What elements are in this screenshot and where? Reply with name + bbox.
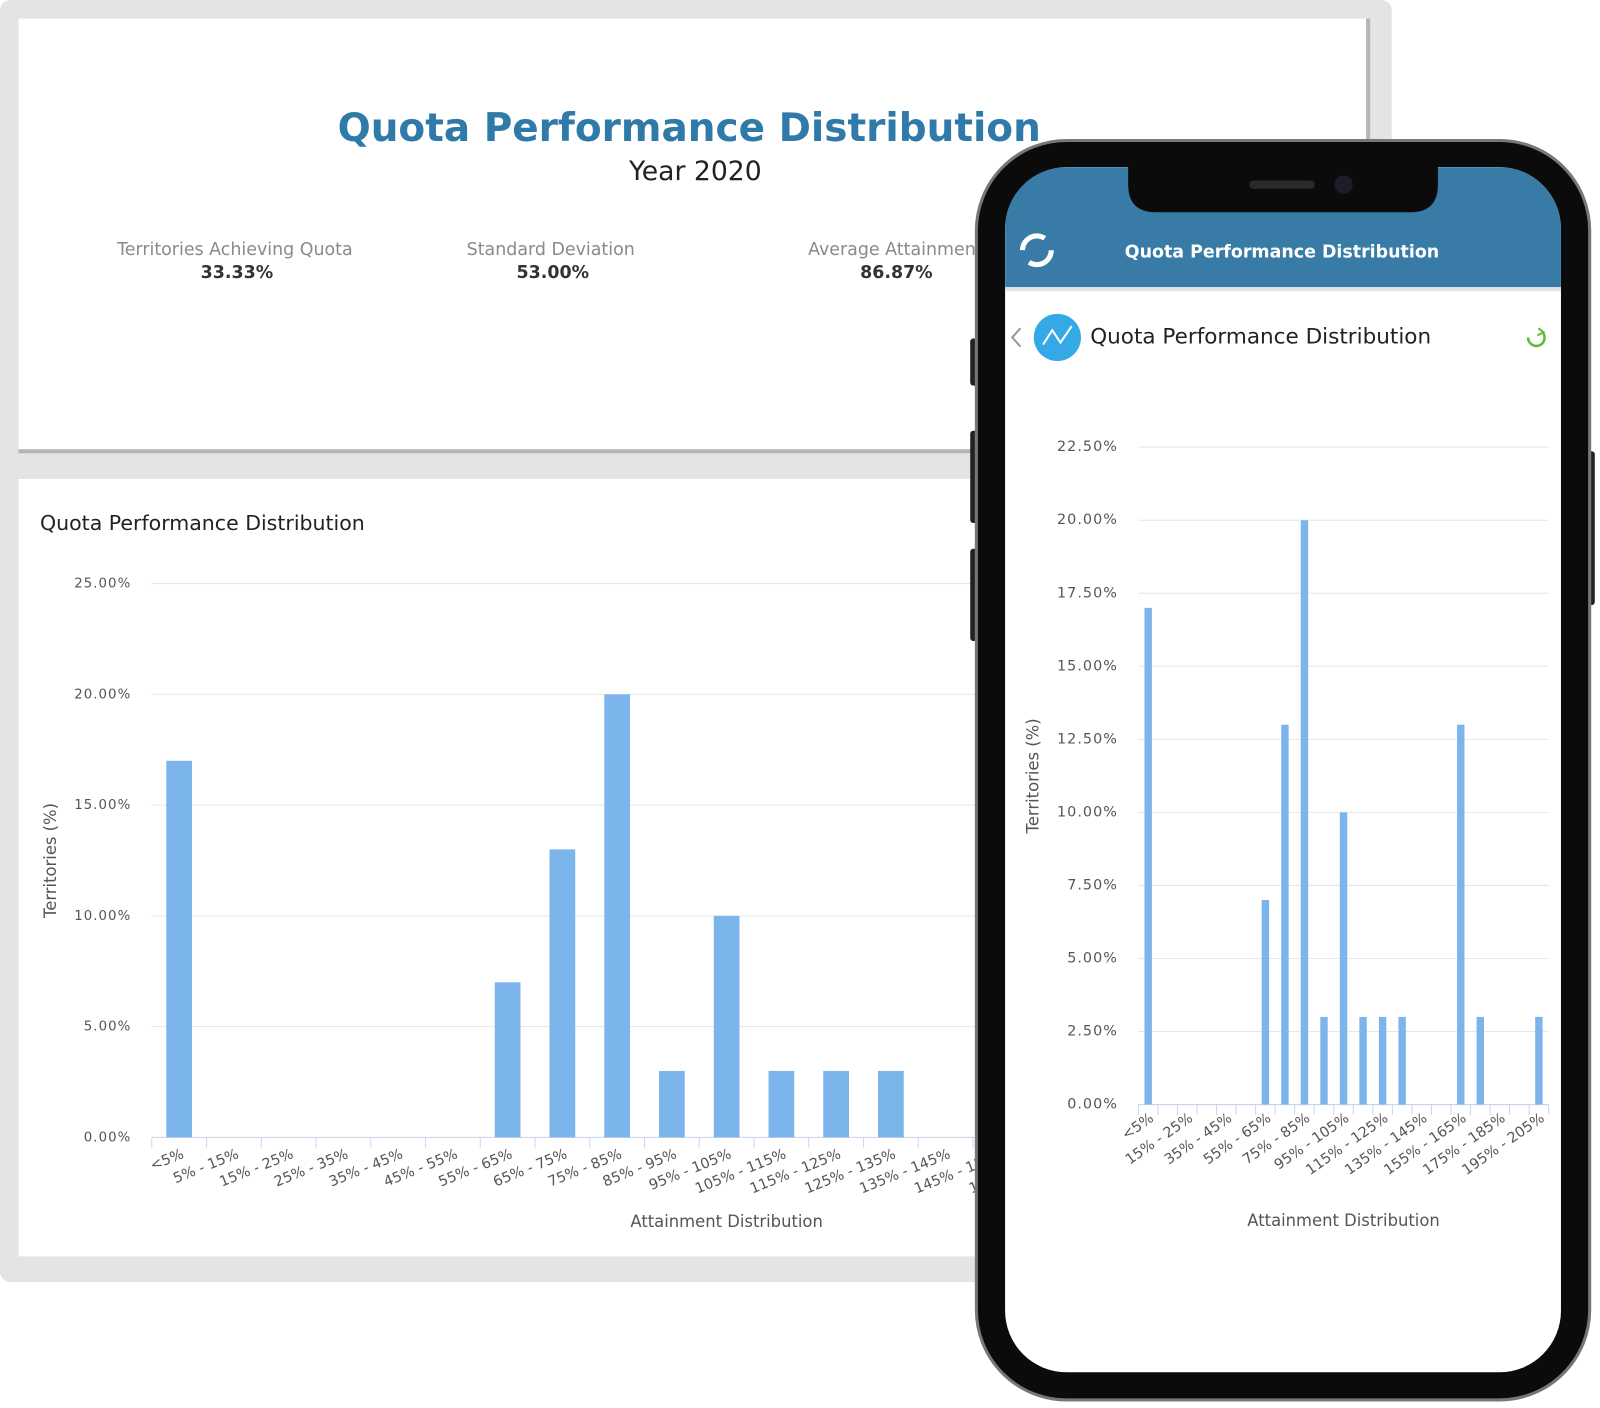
bar [494, 982, 521, 1138]
panel-shadow [18, 449, 1370, 454]
bar [1378, 1016, 1387, 1105]
y-tick-label: 25.00% [74, 577, 131, 592]
bar [1359, 1016, 1367, 1105]
y-tick-label: 5.00% [1067, 950, 1118, 966]
chart-title: Quota Performance Distribution [1090, 324, 1431, 349]
refresh-arrow [1536, 327, 1546, 337]
y-tick-label: 20.00% [1057, 512, 1118, 528]
y-tick-label: 7.50% [1067, 877, 1118, 893]
y-tick-label: 15.00% [74, 798, 131, 813]
x-axis-label: Attainment Distribution [630, 1212, 822, 1231]
y-tick-label: 0.00% [84, 1130, 131, 1145]
y-tick-label: 5.00% [84, 1020, 131, 1035]
header-shadow [1005, 287, 1561, 292]
chart-title: Quota Performance Distribution [40, 511, 365, 535]
app-logo[interactable] [1019, 233, 1054, 268]
x-axis-label: Attainment Distribution [1247, 1211, 1439, 1230]
kpi-label: Standard Deviation [467, 240, 635, 260]
y-tick-label: 17.50% [1057, 585, 1118, 601]
bar [659, 1070, 685, 1138]
bar [549, 849, 576, 1138]
bar [1535, 1016, 1543, 1105]
bar [878, 1070, 904, 1138]
y-tick-label: 0.00% [1067, 1097, 1118, 1113]
kpi-value: 86.87% [860, 263, 933, 283]
y-axis-label: Territories (%) [1023, 718, 1042, 834]
y-tick-label: 10.00% [74, 909, 131, 924]
kpi-value: 53.00% [517, 263, 590, 283]
kpi-label: Territories Achieving Quota [116, 240, 353, 260]
speaker [1249, 180, 1315, 189]
phone: Quota Performance Distribution Quota Per… [970, 138, 1595, 1402]
bar [1281, 724, 1289, 1105]
app-header-title: Quota Performance Distribution [1125, 242, 1439, 262]
camera [1334, 175, 1353, 194]
bar [823, 1070, 849, 1138]
bar [1398, 1016, 1406, 1105]
dashboard-title: Quota Performance Distribution [338, 106, 1041, 151]
refresh-button[interactable] [1526, 331, 1546, 348]
bar [1300, 520, 1309, 1105]
bar [713, 915, 740, 1138]
y-tick-label: 10.00% [1057, 804, 1118, 820]
bar [604, 694, 631, 1138]
bar [768, 1070, 795, 1138]
y-tick-label: 15.00% [1057, 658, 1118, 674]
card-icon-line [1042, 325, 1073, 346]
dashboard-subtitle: Year 2020 [628, 156, 762, 187]
y-tick-label: 12.50% [1057, 731, 1118, 747]
bar [1261, 900, 1270, 1105]
bar [1144, 607, 1152, 1105]
kpi-label: Average Attainment [808, 240, 983, 260]
y-axis-label: Territories (%) [41, 803, 60, 919]
bar [166, 760, 193, 1138]
y-tick-label: 20.00% [74, 687, 131, 702]
bar [1457, 724, 1465, 1105]
bar [1339, 812, 1348, 1105]
bar [1476, 1016, 1484, 1105]
kpi-value: 33.33% [201, 263, 274, 283]
y-tick-label: 2.50% [1067, 1024, 1118, 1040]
bar [1320, 1016, 1328, 1105]
back-button[interactable] [1010, 327, 1022, 348]
y-tick-label: 22.50% [1057, 439, 1118, 455]
